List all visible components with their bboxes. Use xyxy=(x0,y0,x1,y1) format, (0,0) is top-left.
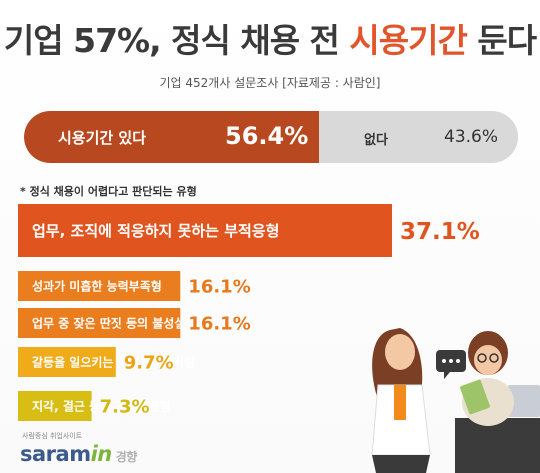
logo-main: saram xyxy=(20,442,91,466)
laptop-shape xyxy=(508,385,540,417)
summary-yes-segment xyxy=(24,111,319,163)
bar-4 xyxy=(18,391,92,421)
summary-no-value: 43.6% xyxy=(444,127,499,147)
footer-tagline: 사람중심 취업사이트 xyxy=(22,432,83,440)
tablet-shape xyxy=(460,379,490,415)
summary-pill: 시용기간 있다 56.4% 없다 43.6% xyxy=(24,111,518,163)
logo-sub: 경향 xyxy=(115,450,138,464)
chart-note: * 정식 채용이 어렵다고 판단되는 유형 xyxy=(20,185,197,198)
right-person-face xyxy=(474,345,502,375)
survey-source: 기업 452개사 설문조사 [자료제공 : 사람인] xyxy=(159,76,381,90)
bar-0 xyxy=(18,204,392,257)
title-prefix: 기업 57%, 정식 채용 전 xyxy=(3,21,350,60)
title-highlight: 시용기간 xyxy=(349,21,467,60)
summary-yes-label: 시용기간 있다 xyxy=(58,129,147,147)
bar-value-3: 9.7% xyxy=(124,352,174,373)
title-suffix: 둔다 xyxy=(466,21,537,60)
bar-label-2: 업무 중 잦은 딴짓 등의 불성실형 xyxy=(32,315,196,330)
bar-value-1: 16.1% xyxy=(188,276,250,297)
bar-value-2: 16.1% xyxy=(188,313,250,334)
bar-1 xyxy=(18,271,181,301)
bar-value-4: 7.3% xyxy=(100,396,150,417)
bar-value-0: 37.1% xyxy=(400,219,480,245)
summary-no-label: 없다 xyxy=(364,133,388,148)
saramin-logo: saramin 경향 xyxy=(20,442,137,466)
bar-3 xyxy=(18,347,116,377)
desk-shape xyxy=(455,418,540,473)
page-title: 기업 57%, 정식 채용 전 시용기간 둔다 xyxy=(0,14,540,62)
bar-label-3: 갈등을 일으키는 트러블메이커형 xyxy=(32,354,195,369)
office-workers-illustration xyxy=(371,328,540,473)
bar-label-1: 성과가 미흡한 능력부족형 xyxy=(32,278,162,293)
summary-yes-value: 56.4% xyxy=(225,122,309,150)
bar-label-0: 업무, 조직에 적응하지 못하는 부적응형 xyxy=(32,222,279,240)
logo-in: in xyxy=(90,442,113,466)
left-person-face xyxy=(385,334,415,370)
bar-label-4: 지각, 결근 등의 근태불량형 xyxy=(32,398,171,413)
bar-2 xyxy=(18,308,181,338)
